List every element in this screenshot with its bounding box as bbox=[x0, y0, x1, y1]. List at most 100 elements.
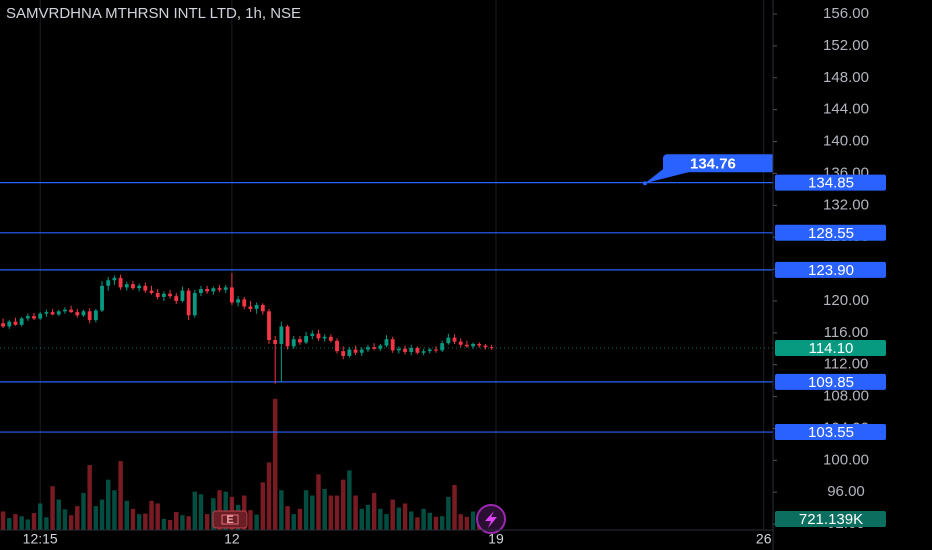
y-tick-label: 112.00 bbox=[824, 356, 869, 373]
candle-body bbox=[93, 310, 98, 321]
y-tick-label: 108.00 bbox=[823, 388, 869, 405]
volume-bar bbox=[124, 500, 129, 530]
candle-body bbox=[384, 339, 389, 346]
last-price-box bbox=[775, 339, 886, 356]
volume-bar bbox=[470, 511, 476, 530]
candle-body bbox=[341, 351, 346, 356]
volume-bar bbox=[118, 461, 123, 530]
candle-body bbox=[328, 336, 333, 341]
volume-bar bbox=[310, 495, 315, 530]
levels bbox=[0, 181, 773, 433]
volume-bar bbox=[248, 510, 253, 530]
volume-bar bbox=[192, 491, 198, 530]
y-tick-label: 156.00 bbox=[823, 5, 869, 22]
volume-bar bbox=[297, 508, 303, 530]
volume-bar bbox=[415, 517, 420, 530]
volume-bar bbox=[371, 492, 377, 530]
candle-body bbox=[440, 343, 445, 351]
volume-bar bbox=[421, 508, 426, 530]
candle-body bbox=[63, 309, 67, 312]
candle-body bbox=[458, 341, 463, 345]
x-tick-label: 26 bbox=[756, 531, 772, 547]
volume-bar bbox=[174, 511, 179, 530]
volume-bar bbox=[81, 492, 86, 530]
level-label-box bbox=[775, 224, 886, 241]
volume-bar bbox=[37, 503, 43, 530]
candle-body bbox=[75, 312, 80, 316]
candle-body bbox=[489, 347, 494, 349]
volume-bar bbox=[291, 514, 296, 530]
volume-bar bbox=[396, 507, 402, 530]
y-tick-label: 96.00 bbox=[827, 483, 865, 500]
candle-body bbox=[44, 312, 49, 314]
volume-bar bbox=[353, 495, 358, 530]
candle-body bbox=[242, 299, 247, 307]
y-tick-label: 148.00 bbox=[823, 69, 869, 86]
y-tick-label: 152.00 bbox=[823, 37, 869, 54]
volume-bar bbox=[427, 512, 433, 530]
candle-body bbox=[168, 293, 172, 297]
volume-bar bbox=[198, 494, 204, 530]
candle-body bbox=[19, 318, 24, 325]
candle-body bbox=[155, 292, 160, 297]
candle-body bbox=[124, 284, 129, 288]
last-price-label: 114.10 bbox=[809, 340, 854, 357]
volume-bar bbox=[458, 514, 463, 530]
volume-bar bbox=[105, 479, 111, 530]
volume-bar bbox=[446, 496, 451, 530]
candle-body bbox=[396, 348, 401, 351]
candle-body bbox=[267, 311, 271, 340]
volume-bar bbox=[254, 514, 259, 530]
candle-body bbox=[477, 343, 482, 346]
volume-bar bbox=[365, 504, 371, 530]
candle-body bbox=[192, 292, 197, 316]
level-label: 128.55 bbox=[808, 225, 854, 242]
volume-bar bbox=[409, 511, 414, 530]
candle-body bbox=[254, 304, 259, 309]
candle-body bbox=[149, 290, 154, 293]
y-tick-label: 116.00 bbox=[824, 324, 869, 341]
chart-title: SAMVRDHNA MTHRSN INTL LTD, 1h, NSE bbox=[6, 5, 301, 22]
volume-bar bbox=[161, 518, 167, 530]
candle-body bbox=[353, 349, 358, 353]
level-label-box bbox=[775, 373, 886, 390]
candle-body bbox=[403, 348, 407, 352]
volume-bar bbox=[25, 519, 31, 530]
candle-body bbox=[7, 321, 12, 327]
volume-bar bbox=[316, 474, 321, 530]
level-label-box bbox=[775, 424, 886, 441]
candles bbox=[1, 273, 494, 384]
candle-body bbox=[322, 336, 327, 339]
level-label: 103.55 bbox=[808, 424, 854, 441]
volume-bar bbox=[112, 490, 117, 530]
candle-body bbox=[260, 304, 265, 312]
candle-body bbox=[366, 347, 370, 350]
candle-body bbox=[211, 288, 216, 292]
candle-body bbox=[137, 285, 142, 289]
candle-body bbox=[421, 351, 426, 353]
callout-box bbox=[663, 154, 803, 173]
event-icons: E bbox=[212, 504, 506, 534]
volume-bar bbox=[50, 486, 55, 530]
earnings-icon-frame bbox=[221, 514, 239, 525]
volume-bar bbox=[68, 515, 74, 530]
volume-bar bbox=[155, 503, 160, 530]
candle-body bbox=[131, 284, 135, 289]
volume-bar bbox=[180, 515, 185, 530]
candle-body bbox=[174, 296, 179, 301]
x-tick-label: 12 bbox=[224, 531, 240, 547]
candle-body bbox=[229, 287, 234, 303]
volume-bar bbox=[143, 513, 148, 530]
volume-bar bbox=[99, 499, 105, 530]
volume-bar bbox=[322, 488, 327, 530]
candle-body bbox=[69, 309, 74, 313]
volume-bar bbox=[130, 508, 136, 530]
candle-body bbox=[143, 285, 148, 291]
candle-body bbox=[118, 277, 123, 288]
candle-body bbox=[87, 311, 92, 321]
candle-body bbox=[378, 345, 383, 349]
volume-bar bbox=[334, 495, 340, 530]
level-label-box bbox=[775, 261, 886, 278]
volume-bar bbox=[204, 514, 210, 530]
